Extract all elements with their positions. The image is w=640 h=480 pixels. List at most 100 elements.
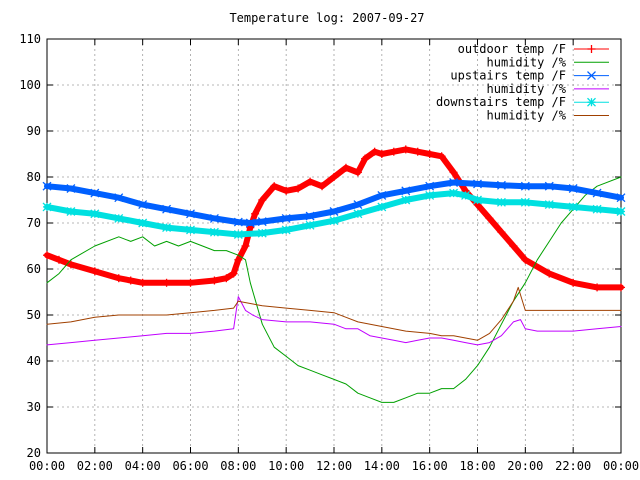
data-point (281, 213, 291, 223)
marker-stroke (353, 200, 363, 210)
data-point (162, 223, 172, 233)
data-point (305, 211, 315, 221)
marker-stroke (377, 190, 387, 200)
marker-stroke (329, 216, 339, 226)
data-point (497, 228, 506, 237)
data-point (329, 207, 339, 216)
data-point (370, 147, 379, 156)
marker-stroke (186, 225, 195, 235)
data-point (401, 145, 410, 154)
data-point (569, 278, 578, 287)
data-point (449, 188, 459, 198)
series-line (46, 176, 622, 403)
data-point (42, 181, 52, 191)
marker-stroke (473, 179, 482, 189)
legend-label: outdoor temp /F (458, 42, 566, 56)
marker-stroke (568, 184, 578, 193)
plot-frame (46, 38, 622, 454)
data-point (209, 213, 219, 223)
data-point (258, 196, 267, 204)
data-point (353, 168, 362, 177)
data-point (401, 186, 411, 196)
data-point (449, 168, 458, 177)
marker-stroke (401, 195, 411, 205)
y-tick-label: 80 (27, 170, 41, 184)
series-4 (42, 188, 626, 239)
data-point (509, 242, 518, 250)
data-point (245, 218, 255, 228)
legend-item: upstairs temp /F (450, 69, 609, 83)
data-point (257, 228, 267, 238)
data-point (616, 193, 626, 203)
marker-stroke (592, 204, 602, 214)
marker-stroke (42, 202, 52, 212)
data-point (306, 177, 315, 186)
legend-item: humidity /% (487, 109, 609, 123)
legend-marker (587, 97, 596, 107)
data-point (229, 269, 238, 278)
marker-stroke (245, 218, 255, 228)
data-point (473, 179, 482, 189)
data-point (281, 225, 291, 235)
data-point (353, 209, 363, 219)
x-tick-label: 08:00 (220, 459, 256, 473)
data-point (186, 225, 195, 235)
data-point (544, 200, 554, 210)
data-point (461, 190, 471, 200)
legend-label: humidity /% (487, 82, 567, 96)
series-line (46, 286, 622, 341)
marker-stroke (520, 197, 530, 207)
marker-stroke (568, 202, 578, 212)
legend-item: outdoor temp /F (458, 42, 609, 56)
legend-item: humidity /% (487, 55, 609, 69)
x-tick-label: 06:00 (172, 459, 208, 473)
data-point (186, 209, 195, 219)
data-point (318, 182, 327, 191)
marker-stroke (587, 71, 596, 81)
marker-stroke (186, 209, 195, 219)
legend-label: upstairs temp /F (450, 69, 566, 83)
x-tick-label: 14:00 (364, 459, 400, 473)
data-point (282, 186, 291, 195)
data-point (138, 278, 147, 287)
marker-stroke (305, 220, 315, 230)
data-point (294, 184, 303, 193)
marker-stroke (90, 209, 100, 219)
data-point (545, 269, 554, 278)
data-point (114, 213, 124, 223)
data-point (437, 152, 446, 161)
data-point (270, 182, 279, 191)
data-point (413, 147, 422, 156)
data-point (496, 197, 506, 207)
marker-stroke (209, 227, 219, 237)
marker-stroke (353, 209, 363, 219)
marker-stroke (544, 200, 554, 210)
legend-label: downstairs temp /F (436, 95, 566, 109)
legend-item: humidity /% (487, 82, 609, 96)
data-point (257, 217, 267, 227)
data-point (54, 255, 63, 264)
x-tick-label: 10:00 (268, 459, 304, 473)
marker-stroke (162, 223, 172, 233)
marker-stroke (616, 193, 626, 203)
legend-marker (587, 45, 596, 53)
data-point (210, 276, 219, 285)
x-tick-label: 16:00 (412, 459, 448, 473)
x-tick-label: 02:00 (77, 459, 113, 473)
y-tick-label: 50 (27, 308, 41, 322)
marker-stroke (401, 186, 411, 196)
data-point (425, 150, 434, 158)
marker-stroke (425, 181, 435, 191)
marker-stroke (449, 178, 459, 187)
marker-stroke (233, 217, 243, 227)
marker-stroke (90, 188, 100, 198)
series-5 (46, 286, 622, 341)
y-tick-label: 100 (19, 78, 41, 92)
series-line (44, 190, 624, 238)
data-point (222, 274, 231, 283)
series-0 (43, 145, 625, 292)
data-point (90, 188, 100, 198)
series-1 (46, 176, 622, 403)
